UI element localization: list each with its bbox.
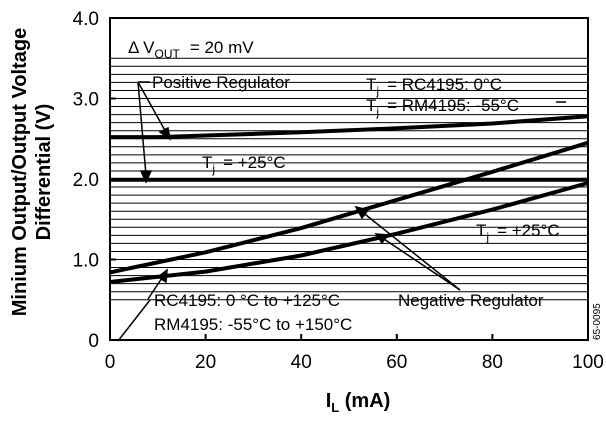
y-axis-label-line2: Differential (V) (33, 104, 55, 241)
range-label-arrowhead (156, 268, 168, 284)
y-tick-label: 0 (88, 331, 99, 352)
series-group (109, 114, 589, 284)
negative-regulator-arrow-lower (380, 236, 461, 291)
y-tick-label: 1.0 (73, 251, 99, 272)
tj-rm4195-label: Tj = RM4195: -55°C (366, 96, 519, 119)
y-axis-label-line1: Minium Output/Output Voltage (9, 28, 31, 316)
y-tick-label: 3.0 (73, 90, 99, 111)
positive-regulator-arrow-lower (137, 81, 147, 176)
tj-25c-right-label: Tj = +25°C (476, 221, 560, 244)
x-tick-label: 20 (195, 352, 216, 373)
series-line-3 (109, 140, 589, 275)
positive-regulator-arrowhead-upper (158, 126, 172, 141)
figure-id-label: 65-0095 (592, 303, 603, 340)
x-axis-label: IL (mA) (326, 390, 391, 415)
x-tick-label: 100 (572, 352, 604, 373)
positive-regulator-label: Positive Regulator (152, 73, 290, 92)
x-tick-label: 60 (386, 352, 407, 373)
x-tick-label: 80 (482, 352, 503, 373)
rc4195-range-label: RC4195: 0 °C to +125°C (154, 291, 340, 310)
tj-rc4195-label: Tj = RC4195: 0°C (366, 75, 502, 98)
negative-regulator-arrowhead-lower (374, 233, 390, 245)
tj-25c-mid-label: Tj = +25°C (202, 153, 286, 176)
negative-regulator-arrowhead-upper (354, 205, 370, 220)
rm4195-range-label: RM4195: -55°C to +150°C (154, 315, 352, 334)
positive-regulator-arrow-upper (137, 81, 168, 135)
series-line-1 (110, 114, 589, 140)
negative-regulator-arrow-upper (360, 210, 461, 291)
negative-regulator-label: Negative Regulator (398, 291, 544, 310)
delta-vout-annotation: Δ VOUT = 20 mV (128, 38, 254, 61)
y-tick-label: 2.0 (73, 170, 99, 191)
range-label-pointer (117, 299, 151, 342)
x-tick-label: 40 (291, 352, 312, 373)
positive-regulator-arrowhead-lower (139, 170, 153, 184)
series-line-4 (109, 181, 589, 284)
x-tick-label: 0 (105, 352, 116, 373)
y-tick-label: 4.0 (73, 9, 99, 30)
tick-labels: 0 20 40 60 80 100 0 1.0 2.0 3.0 4.0 (73, 9, 604, 373)
